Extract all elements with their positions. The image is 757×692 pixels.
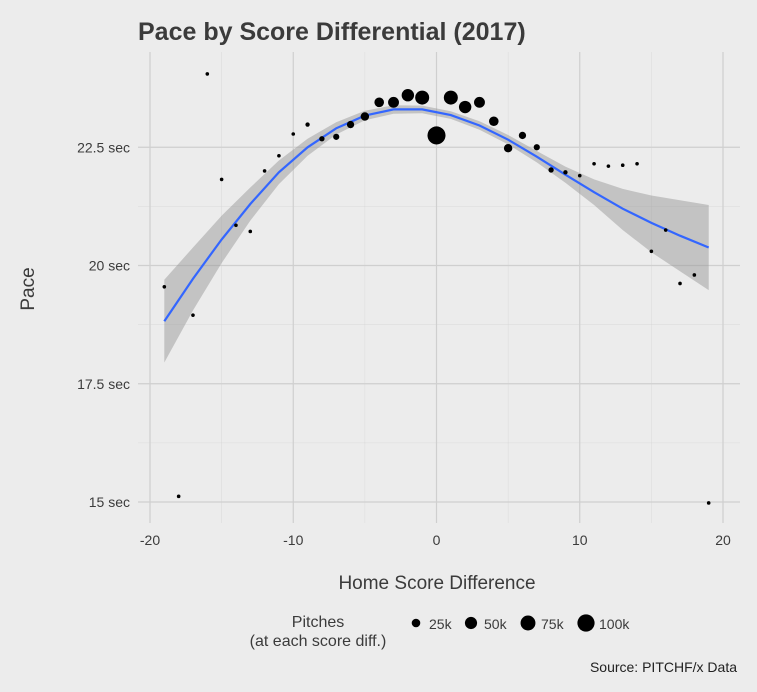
y-tick-label: 15 sec (89, 494, 130, 510)
y-tick-label: 20 sec (89, 258, 130, 274)
data-point (305, 122, 310, 127)
data-point (489, 116, 499, 127)
data-point (635, 162, 639, 166)
legend-key-dot (520, 615, 536, 631)
x-tick-label: 10 (572, 532, 588, 548)
legend-key-label: 100k (599, 616, 630, 632)
data-point (692, 273, 697, 277)
data-point (678, 281, 682, 286)
chart-title: Pace by Score Differential (2017) (138, 18, 526, 46)
data-points (162, 72, 711, 505)
data-point (577, 173, 582, 178)
y-tick-label: 22.5 sec (77, 139, 130, 155)
data-point (443, 90, 458, 105)
legend: Pitches (at each score diff.) 25k 50k 75k 1… (250, 614, 631, 650)
data-point (706, 501, 711, 505)
data-point (458, 100, 472, 114)
y-axis-title: Pace (18, 267, 39, 310)
legend-key-label: 75k (541, 616, 565, 632)
data-point (277, 153, 281, 158)
y-axis-ticks: 15 sec 17.5 sec 20 sec 22.5 sec (77, 139, 130, 510)
data-point (388, 96, 399, 108)
data-point (162, 284, 167, 289)
data-point (346, 120, 355, 129)
data-point (649, 249, 654, 254)
data-point (360, 112, 370, 121)
x-tick-label: -10 (283, 532, 303, 548)
legend-title-line-1: Pitches (292, 614, 344, 631)
x-tick-label: 20 (715, 532, 731, 548)
legend-key-label: 50k (484, 616, 508, 632)
y-tick-label: 17.5 sec (77, 376, 130, 392)
data-point (291, 132, 296, 136)
x-tick-label: 0 (433, 532, 441, 548)
smooth-trend-line (163, 108, 710, 322)
data-point (663, 228, 668, 232)
data-point (503, 143, 513, 153)
data-point (401, 89, 415, 102)
data-point (415, 90, 430, 105)
legend-key-dot (577, 614, 595, 632)
legend-key-label: 25k (429, 616, 453, 632)
data-point (533, 144, 540, 151)
data-point (548, 167, 554, 173)
data-point (474, 96, 485, 108)
data-point (374, 97, 384, 108)
data-point (518, 131, 527, 140)
legend-key-dot (464, 616, 478, 630)
data-point (219, 177, 224, 182)
data-point (592, 162, 596, 166)
gridlines (138, 52, 740, 523)
x-tick-label: -20 (140, 532, 160, 548)
data-point (427, 126, 446, 145)
source-caption: Source: PITCHF/x Data (590, 659, 737, 675)
data-point (333, 133, 340, 140)
legend-key-dot (411, 618, 421, 628)
data-point (262, 169, 267, 173)
data-point (234, 223, 238, 228)
legend-title-line-2: (at each score diff.) (250, 633, 387, 650)
x-axis-title: Home Score Difference (338, 573, 535, 594)
data-point (563, 170, 568, 175)
legend-keys: 25k 50k 75k 100k (411, 614, 630, 632)
data-point (606, 164, 611, 168)
data-point (319, 136, 325, 142)
x-axis-ticks: -20 -10 0 10 20 (140, 532, 731, 548)
data-point (205, 72, 210, 76)
data-point (620, 163, 625, 168)
data-point (176, 494, 181, 499)
data-point (191, 313, 195, 317)
data-point (248, 229, 253, 234)
